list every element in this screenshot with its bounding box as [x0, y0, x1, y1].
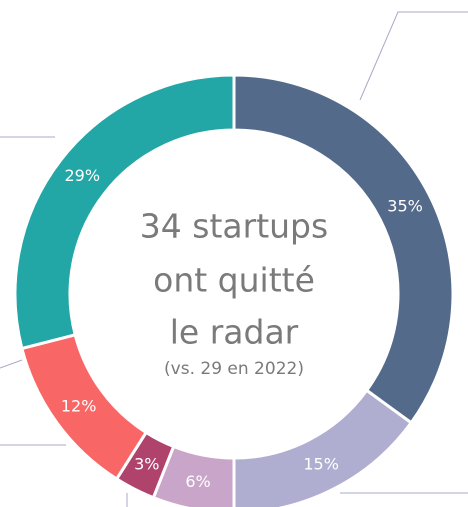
leader-line — [359, 11, 468, 101]
donut-segment — [232, 73, 455, 425]
donut-segment — [232, 388, 414, 507]
center-title: ont quitté — [153, 261, 315, 300]
donut — [13, 73, 455, 507]
center-title: 34 startups — [140, 207, 328, 246]
data-label: 12% — [61, 396, 97, 415]
data-label: 3% — [134, 455, 159, 474]
center-title: le radar — [170, 313, 299, 352]
data-label: 6% — [185, 472, 210, 491]
leader-line — [0, 359, 23, 369]
data-label: 15% — [303, 455, 339, 474]
data-label: 35% — [387, 196, 423, 215]
center-subtitle: (vs. 29 en 2022) — [164, 359, 304, 379]
data-label: 29% — [65, 166, 101, 185]
donut-segment — [13, 73, 236, 351]
